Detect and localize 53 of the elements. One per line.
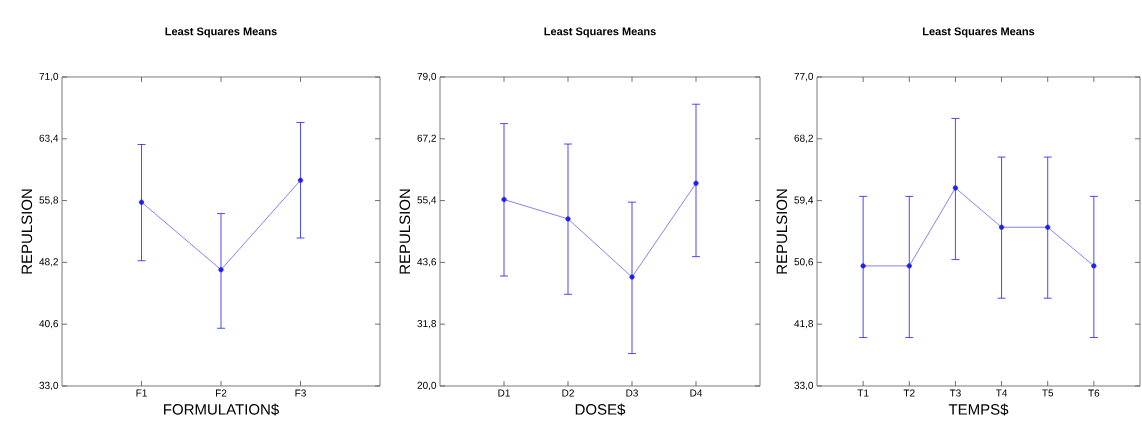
x-tick-label: D3 [626, 389, 638, 397]
chart-title: Least Squares Means [544, 27, 656, 38]
y-tick-label: 55,8 [39, 196, 59, 205]
y-tick-label: 48,2 [39, 258, 58, 267]
x-tick-label: T2 [903, 389, 915, 397]
y-axis-title: REPULSION [21, 189, 33, 274]
x-axis-title: TEMPS$ [948, 403, 1009, 416]
x-axis-title: FORMULATION$ [164, 403, 279, 416]
y-tick-label: 71,0 [39, 72, 59, 82]
y-tick-label: 33,0 [794, 381, 814, 391]
point [693, 180, 699, 186]
x-tick-label: T5 [1042, 389, 1054, 397]
y-tick-label: 50,6 [794, 258, 814, 267]
y-axis-title: REPULSION [776, 189, 788, 274]
x-axis-title: DOSE$ [575, 403, 626, 416]
chart-title: Least Squares Means [165, 27, 277, 38]
x-tick-label: T3 [949, 389, 961, 397]
y-tick-label: 59,4 [794, 196, 814, 205]
y-tick-label: 79,0 [417, 72, 437, 82]
x-tick-label: T4 [995, 389, 1008, 397]
point [1045, 224, 1051, 230]
point [998, 224, 1005, 230]
x-tick-label: F2 [215, 389, 227, 397]
point [297, 177, 304, 183]
chart-title: Least Squares Means [922, 27, 1035, 38]
x-tick-label: F3 [295, 389, 306, 397]
y-tick-label: 68,2 [794, 134, 813, 143]
point [565, 216, 571, 222]
x-tick-label: T1 [857, 389, 869, 397]
point [629, 274, 635, 280]
y-tick-label: 40,6 [39, 320, 59, 329]
x-tick-label: D4 [690, 389, 703, 397]
y-tick-label: 43,6 [417, 258, 437, 267]
y-tick-label: 41,8 [794, 320, 814, 329]
point [218, 267, 224, 273]
y-axis-title: REPULSION [399, 189, 411, 274]
x-tick-label: F1 [136, 389, 147, 397]
y-tick-label: 63,4 [39, 134, 59, 143]
y-tick-label: 33,0 [39, 381, 59, 391]
point [501, 196, 507, 203]
point [860, 263, 866, 269]
y-tick-label: 77,0 [794, 72, 814, 82]
point [138, 199, 145, 205]
x-tick-label: D1 [498, 389, 510, 397]
x-tick-label: D2 [562, 389, 574, 397]
x-tick-label: T6 [1088, 389, 1100, 397]
y-tick-label: 20,0 [417, 381, 437, 391]
point [1091, 263, 1097, 269]
y-tick-label: 55,4 [417, 196, 437, 205]
y-tick-label: 31,8 [417, 320, 437, 329]
point [952, 185, 959, 191]
point [906, 263, 912, 269]
y-tick-label: 67,2 [417, 134, 436, 143]
